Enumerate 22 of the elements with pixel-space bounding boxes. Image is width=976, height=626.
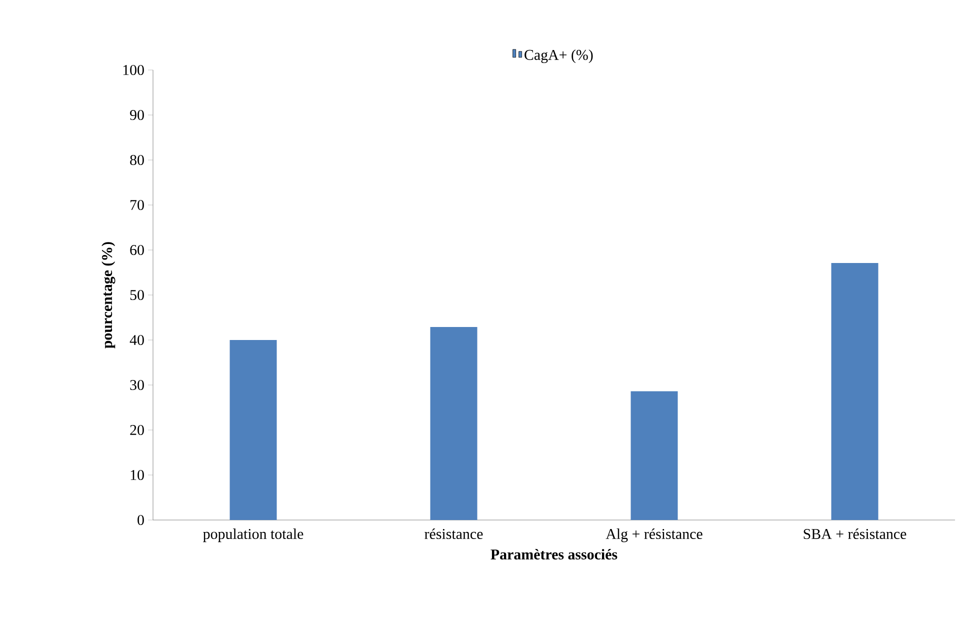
y-tick-label: 40 [130,334,144,346]
y-tick-label: 90 [130,110,144,120]
y-tick-label: 70 [130,200,144,210]
bar [230,340,277,520]
y-tick-label: 0 [138,514,144,526]
y-tick-label: 80 [130,154,144,166]
y-tick-label: 60 [130,244,144,256]
x-tick-label: SBA + résistance [804,528,906,540]
x-tick-label: Alg + résistance [606,528,702,542]
y-tick-label: 100 [123,64,144,76]
y-tick-label: 20 [130,424,144,436]
x-tick-label: résistance [424,528,483,540]
x-axis-title: Paramètres associés [490,548,618,560]
x-tick-label: population totale [203,528,304,542]
y-tick-label: 30 [130,380,144,390]
bar [630,391,678,520]
bar [831,263,878,520]
y-tick-label: 10 [130,470,144,480]
legend-label: CagA+ (%) [524,49,593,64]
y-axis-title: pourcentage (%) [102,242,116,348]
y-tick-label: 50 [130,290,144,300]
bar [430,326,478,520]
